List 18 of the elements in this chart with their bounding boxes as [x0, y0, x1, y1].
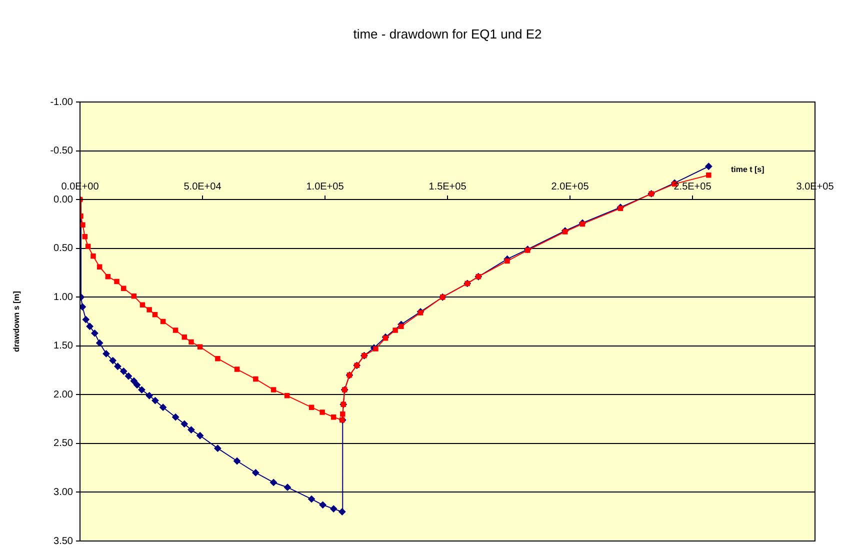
y-tick-label: -0.50 [50, 146, 74, 157]
x-axis-title: time t [s] [730, 164, 765, 174]
y-tick-label: 2.50 [54, 438, 74, 450]
x-tick-label: 5.0E+04 [184, 181, 222, 192]
y-axis-title: drawdown s [m] [12, 290, 22, 352]
y-tick-label: 3.50 [54, 536, 74, 547]
y-tick-label: 2.00 [54, 389, 74, 400]
x-tick-label: 1.0E+05 [306, 181, 344, 192]
y-tick-label: 3.00 [54, 486, 74, 498]
x-tick-label: 1.5E+05 [428, 181, 467, 192]
y-tick-label: -1.00 [50, 96, 74, 108]
y-tick-label: 0.50 [54, 243, 74, 254]
y-tick-label: 1.00 [54, 292, 74, 303]
x-tick-label: 2.0E+05 [551, 181, 590, 192]
x-tick-label: 2.5E+05 [674, 181, 712, 192]
chart-title: time - drawdown for EQ1 und E2 [353, 26, 542, 42]
y-tick-label: 0.00 [54, 194, 74, 206]
y-tick-label: 1.50 [54, 340, 74, 352]
